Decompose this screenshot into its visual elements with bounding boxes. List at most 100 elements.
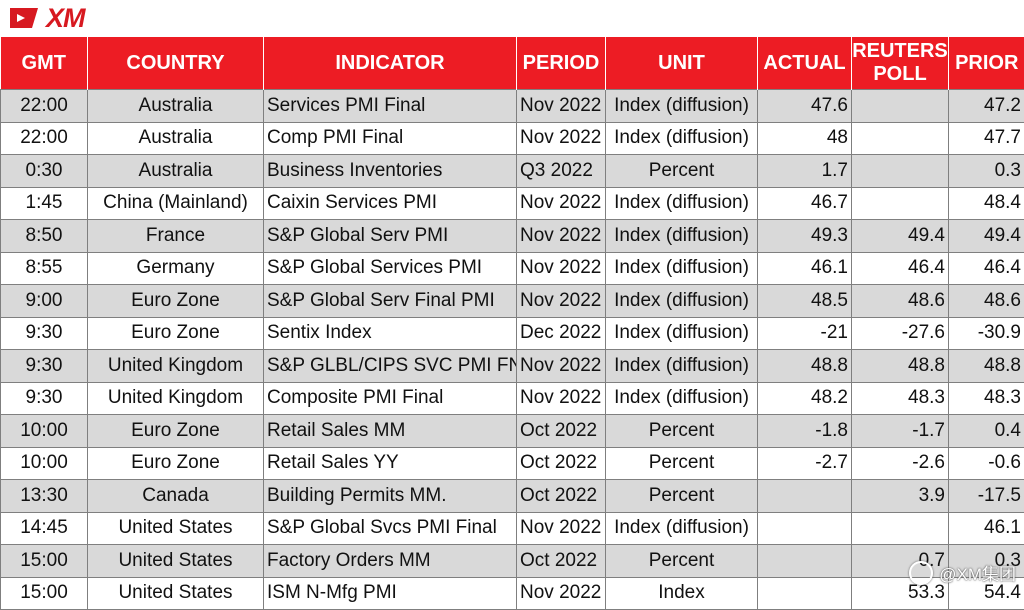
cell-actual: -2.7 xyxy=(758,447,852,480)
cell-actual: 48 xyxy=(758,122,852,155)
cell-gmt: 13:30 xyxy=(1,480,88,513)
cell-period: Nov 2022 xyxy=(517,187,606,220)
cell-indicator: S&P GLBL/CIPS SVC PMI FNL xyxy=(264,350,517,383)
cell-prior: 47.7 xyxy=(949,122,1024,155)
cell-indicator: Sentix Index xyxy=(264,317,517,350)
cell-reuters-poll: 48.8 xyxy=(852,350,949,383)
cell-gmt: 14:45 xyxy=(1,512,88,545)
cell-reuters-poll: 48.6 xyxy=(852,285,949,318)
cell-gmt: 9:30 xyxy=(1,350,88,383)
cell-country: Canada xyxy=(88,480,264,513)
cell-reuters-poll: -2.6 xyxy=(852,447,949,480)
cell-period: Nov 2022 xyxy=(517,512,606,545)
cell-gmt: 22:00 xyxy=(1,90,88,123)
cell-unit: Index (diffusion) xyxy=(606,285,758,318)
cell-unit: Index xyxy=(606,577,758,610)
cell-gmt: 15:00 xyxy=(1,577,88,610)
cell-indicator: S&P Global Serv PMI xyxy=(264,220,517,253)
cell-country: Euro Zone xyxy=(88,317,264,350)
cell-reuters-poll xyxy=(852,90,949,123)
cell-unit: Index (diffusion) xyxy=(606,252,758,285)
cell-period: Nov 2022 xyxy=(517,285,606,318)
cell-gmt: 8:50 xyxy=(1,220,88,253)
cell-reuters-poll: 49.4 xyxy=(852,220,949,253)
cell-unit: Percent xyxy=(606,155,758,188)
cell-actual xyxy=(758,480,852,513)
cell-prior: 48.8 xyxy=(949,350,1024,383)
cell-gmt: 15:00 xyxy=(1,545,88,578)
cell-actual: 48.2 xyxy=(758,382,852,415)
cell-prior: 46.4 xyxy=(949,252,1024,285)
cell-gmt: 0:30 xyxy=(1,155,88,188)
cell-indicator: Business Inventories xyxy=(264,155,517,188)
cell-country: United States xyxy=(88,577,264,610)
cell-reuters-poll: 46.4 xyxy=(852,252,949,285)
cell-country: Australia xyxy=(88,122,264,155)
cell-prior: 48.3 xyxy=(949,382,1024,415)
cell-reuters-poll: -27.6 xyxy=(852,317,949,350)
economic-calendar-table: GMT COUNTRY INDICATOR PERIOD UNIT ACTUAL… xyxy=(0,37,1024,610)
cell-unit: Percent xyxy=(606,545,758,578)
cell-reuters-poll: -1.7 xyxy=(852,415,949,448)
cell-indicator: Caixin Services PMI xyxy=(264,187,517,220)
cell-actual: 46.7 xyxy=(758,187,852,220)
cell-prior: 49.4 xyxy=(949,220,1024,253)
cell-unit: Index (diffusion) xyxy=(606,512,758,545)
cell-country: France xyxy=(88,220,264,253)
cell-actual xyxy=(758,512,852,545)
cell-unit: Index (diffusion) xyxy=(606,317,758,350)
cell-country: Germany xyxy=(88,252,264,285)
watermark: @XM集团 xyxy=(909,560,1016,585)
cell-actual: 49.3 xyxy=(758,220,852,253)
header-country: COUNTRY xyxy=(88,37,264,90)
cell-actual: 46.1 xyxy=(758,252,852,285)
cell-indicator: Comp PMI Final xyxy=(264,122,517,155)
cell-country: Australia xyxy=(88,155,264,188)
header-actual: ACTUAL xyxy=(758,37,852,90)
cell-gmt: 10:00 xyxy=(1,447,88,480)
cell-actual: 48.8 xyxy=(758,350,852,383)
header-row: GMT COUNTRY INDICATOR PERIOD UNIT ACTUAL… xyxy=(1,37,1024,90)
cell-actual: 1.7 xyxy=(758,155,852,188)
header-period: PERIOD xyxy=(517,37,606,90)
cell-reuters-poll: 48.3 xyxy=(852,382,949,415)
cell-country: Euro Zone xyxy=(88,415,264,448)
cell-prior: 48.6 xyxy=(949,285,1024,318)
cell-country: United States xyxy=(88,545,264,578)
cell-unit: Percent xyxy=(606,447,758,480)
cell-period: Nov 2022 xyxy=(517,252,606,285)
cell-country: Australia xyxy=(88,90,264,123)
cell-gmt: 9:00 xyxy=(1,285,88,318)
watermark-text: @XM集团 xyxy=(939,560,1016,585)
cell-indicator: Building Permits MM. xyxy=(264,480,517,513)
cell-country: United Kingdom xyxy=(88,382,264,415)
cell-country: Euro Zone xyxy=(88,447,264,480)
xm-logo-icon xyxy=(8,5,48,31)
cell-period: Oct 2022 xyxy=(517,480,606,513)
cell-prior: 0.3 xyxy=(949,155,1024,188)
cell-indicator: Factory Orders MM xyxy=(264,545,517,578)
cell-prior: 46.1 xyxy=(949,512,1024,545)
cell-indicator: Services PMI Final xyxy=(264,90,517,123)
cell-prior: 48.4 xyxy=(949,187,1024,220)
cell-reuters-poll xyxy=(852,122,949,155)
cell-unit: Index (diffusion) xyxy=(606,90,758,123)
cell-indicator: Retail Sales YY xyxy=(264,447,517,480)
cell-period: Nov 2022 xyxy=(517,350,606,383)
cell-prior: 47.2 xyxy=(949,90,1024,123)
cell-unit: Percent xyxy=(606,480,758,513)
cell-period: Nov 2022 xyxy=(517,122,606,155)
header-unit: UNIT xyxy=(606,37,758,90)
cell-period: Dec 2022 xyxy=(517,317,606,350)
